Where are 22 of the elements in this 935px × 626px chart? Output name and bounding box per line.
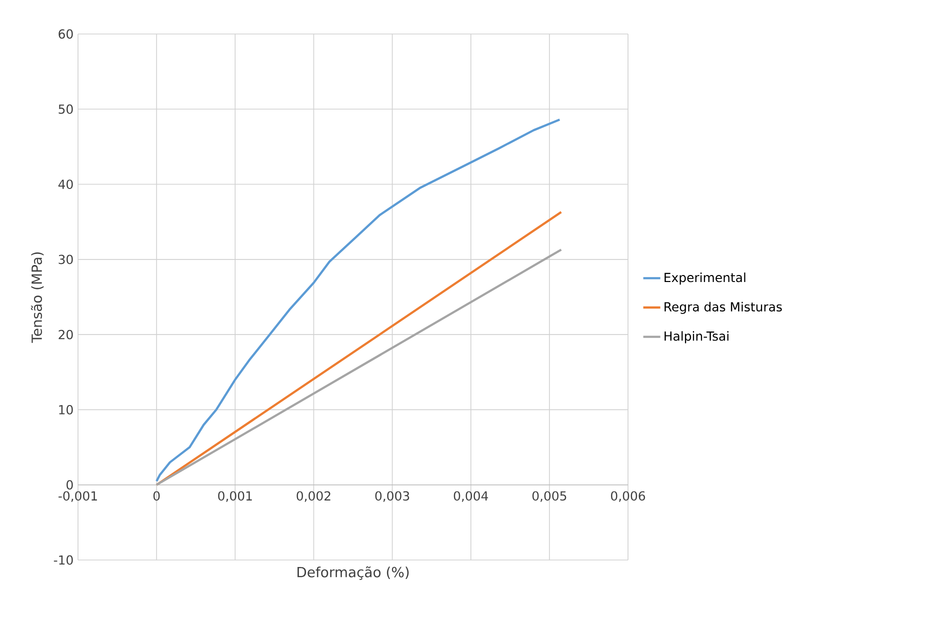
y-tick-label: 40	[58, 180, 73, 189]
x-tick-label: 0,003	[375, 491, 410, 502]
y-tick-label: 60	[58, 29, 73, 39]
y-tick-label: 50	[58, 104, 73, 114]
x-tick-label: 0	[153, 491, 160, 501]
x-axis-title: Deformação (%)	[298, 566, 409, 580]
legend-label: Regra das Misturas	[664, 302, 782, 314]
legend-label: Experimental	[664, 272, 746, 285]
y-axis-title: Tensão (MPa)	[30, 252, 44, 343]
x-tick-label: 0,006	[611, 491, 646, 502]
x-tick-label: -0,001	[58, 491, 97, 502]
x-tick-label: 0,001	[218, 491, 252, 502]
y-tick-label: -10	[54, 555, 73, 565]
x-tick-label: 0,002	[296, 491, 330, 502]
line-series	[155, 118, 561, 482]
y-tick-label: 20	[58, 330, 73, 340]
y-tick-label: 30	[58, 254, 73, 264]
y-tick-label: 0	[66, 480, 73, 490]
y-tick-label: 10	[59, 404, 73, 414]
legend-label: Halpin-Tsai	[664, 331, 728, 344]
x-tick-label: 0,004	[454, 491, 488, 502]
x-tick-label: 0,005	[532, 491, 566, 502]
